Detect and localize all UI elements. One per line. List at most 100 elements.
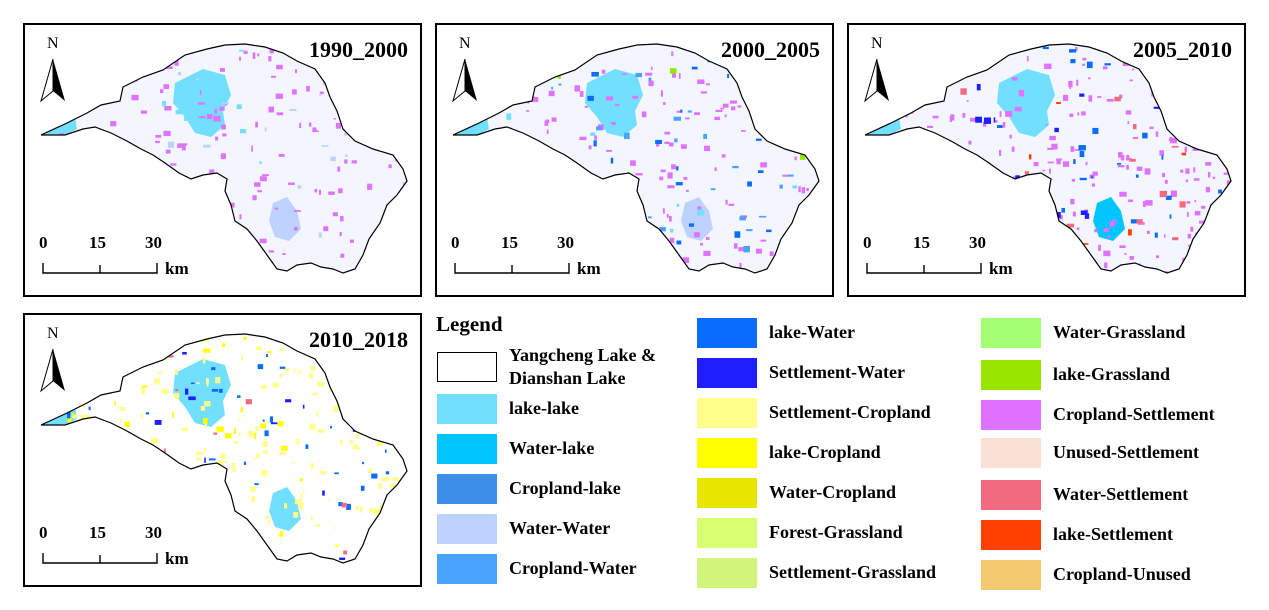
change-patch (161, 248, 168, 255)
change-patch (260, 423, 267, 429)
change-patch (611, 122, 616, 125)
change-patch (318, 232, 322, 238)
change-patch (1169, 113, 1173, 117)
change-patch (655, 271, 659, 273)
change-patch (806, 188, 809, 191)
change-patch (1161, 155, 1164, 160)
change-patch (319, 93, 322, 96)
change-patch (1126, 157, 1132, 161)
change-patch (1079, 93, 1085, 97)
change-patch (497, 198, 503, 204)
change-patch (1077, 112, 1080, 116)
change-patch (1132, 136, 1139, 139)
change-patch (203, 417, 208, 424)
change-patch (469, 233, 472, 237)
change-patch (668, 142, 674, 147)
change-patch (779, 184, 783, 189)
change-patch (57, 65, 60, 69)
change-patch (237, 395, 241, 398)
change-patch (1120, 155, 1125, 161)
change-patch (284, 503, 288, 509)
change-patch (642, 239, 649, 243)
change-patch (264, 430, 269, 437)
change-patch (899, 131, 903, 137)
change-patch (218, 460, 224, 466)
region-outline (452, 43, 820, 274)
change-patch (746, 229, 753, 232)
change-patch (1190, 226, 1194, 232)
change-patch (1187, 233, 1192, 239)
change-patch (204, 235, 210, 242)
change-patch (1204, 73, 1208, 79)
change-patch (1103, 250, 1111, 257)
change-patch (344, 154, 348, 157)
change-patch (1082, 63, 1086, 66)
change-patch (349, 239, 354, 243)
change-patch (166, 184, 170, 190)
change-patch (238, 432, 242, 436)
change-patch (232, 466, 237, 472)
change-patch (603, 191, 609, 195)
change-patch (545, 119, 550, 124)
change-patch (534, 66, 541, 73)
dianshan-lake-shape (269, 487, 301, 531)
change-patch (344, 159, 348, 164)
change-patch (215, 376, 221, 384)
change-patch (1198, 220, 1206, 224)
change-patch (492, 68, 499, 75)
change-patch (343, 550, 348, 555)
change-patch (364, 397, 367, 403)
change-patch (1184, 146, 1187, 153)
scale-bar (866, 263, 982, 274)
change-patch (1185, 168, 1190, 174)
change-patch (964, 268, 968, 272)
change-patch (298, 370, 301, 374)
change-patch (1145, 200, 1153, 206)
change-patch (348, 95, 355, 102)
change-patch (202, 357, 206, 364)
change-patch (287, 182, 295, 185)
change-patch (77, 364, 81, 368)
change-patch (1135, 174, 1139, 178)
change-patch (273, 335, 279, 339)
change-patch (255, 453, 260, 458)
change-patch (1002, 122, 1006, 128)
change-patch (1155, 131, 1159, 137)
change-patch (265, 420, 269, 423)
change-patch (400, 556, 406, 559)
change-patch (745, 83, 750, 89)
change-patch (1118, 152, 1123, 158)
change-patch (1011, 77, 1018, 81)
change-patch (323, 226, 329, 232)
change-patch (1131, 68, 1135, 71)
change-patch (1081, 243, 1089, 245)
scale-tick-label: 30 (969, 233, 986, 252)
scale-unit-label: km (165, 259, 189, 278)
change-patch (1050, 259, 1057, 263)
change-patch (1085, 161, 1088, 166)
change-patch (293, 512, 299, 518)
change-patch (94, 352, 97, 359)
change-patch (1098, 244, 1101, 251)
legend-label: lake-Cropland (769, 442, 881, 462)
change-patch (245, 399, 252, 405)
change-patch (200, 522, 204, 524)
change-patch (398, 368, 401, 371)
change-patch (93, 498, 101, 501)
change-patch (388, 543, 395, 549)
legend-item: Settlement-Water (697, 358, 997, 388)
change-patch (181, 336, 183, 339)
change-patch (1050, 255, 1056, 259)
change-patch (1171, 145, 1179, 148)
change-patch (1081, 111, 1086, 116)
change-patch (59, 133, 65, 140)
change-patch (57, 500, 64, 503)
change-patch (584, 105, 588, 108)
change-patch (806, 219, 812, 222)
change-patch (220, 460, 223, 463)
change-patch (656, 141, 660, 147)
change-patch (177, 143, 182, 148)
change-patch (211, 388, 218, 392)
change-patch (694, 232, 700, 238)
legend-item: Cropland-lake (437, 474, 737, 504)
